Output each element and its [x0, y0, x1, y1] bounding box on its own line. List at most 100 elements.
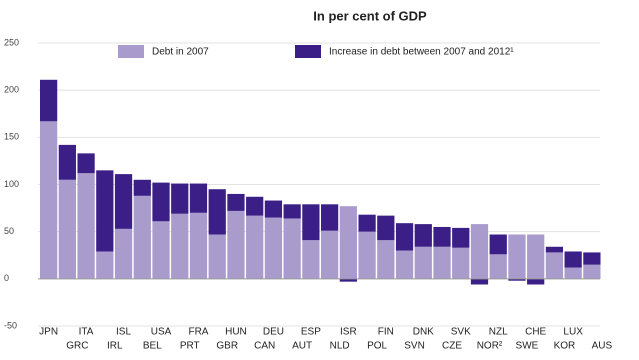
bar-segment: [264, 200, 283, 218]
bar-segment: [171, 213, 189, 279]
bar-segment: [395, 250, 414, 279]
bar-segment: [414, 224, 432, 247]
chart-title: In per cent of GDP: [313, 8, 427, 23]
y-tick-label: 250: [4, 37, 19, 47]
bar-segment: [114, 174, 133, 229]
x-tick-label: SVN: [404, 341, 425, 352]
y-tick-label: -50: [4, 320, 17, 330]
bar-segment: [583, 252, 601, 265]
x-tick-label: DEU: [263, 327, 284, 338]
bar-segment: [77, 153, 95, 174]
bar-segment: [489, 234, 507, 255]
x-tick-label: SWE: [516, 341, 539, 352]
y-tick-label: 50: [4, 226, 14, 236]
bar-segment: [433, 226, 451, 247]
bar-segment: [246, 196, 264, 216]
bar-segment: [40, 121, 58, 279]
x-tick-label: JPN: [39, 327, 58, 338]
x-tick-label: CHE: [525, 327, 546, 338]
x-tick-label: CZE: [442, 341, 462, 352]
y-tick-label: 100: [4, 179, 19, 189]
bar-segment: [358, 231, 376, 279]
x-tick-label: AUT: [292, 341, 312, 352]
bar-segment: [583, 264, 601, 279]
bar-segment: [470, 278, 489, 285]
bar-segment: [545, 252, 564, 279]
bar-segment: [40, 79, 58, 122]
bar-segment: [470, 224, 489, 279]
x-tick-label: ISR: [340, 327, 357, 338]
bar-segment: [414, 246, 432, 279]
bar-segment: [58, 144, 76, 180]
bar-segment: [452, 247, 470, 279]
bar-segment: [564, 267, 582, 279]
x-tick-label: GRC: [66, 341, 88, 352]
x-tick-label: POL: [367, 341, 387, 352]
bar-segment: [302, 240, 320, 279]
bar-segment: [433, 246, 451, 279]
bar-segment: [264, 217, 283, 279]
x-tick-label: IRL: [107, 341, 123, 352]
x-tick-label: SVK: [451, 327, 471, 338]
bar-segment: [508, 278, 526, 281]
bar-segment: [358, 214, 376, 232]
x-tick-label: BEL: [143, 341, 162, 352]
x-tick-label: FRA: [188, 327, 208, 338]
legend-label: Debt in 2007: [152, 47, 209, 58]
bar-segment: [339, 206, 357, 279]
bar-segment: [189, 183, 208, 213]
bar-segment: [227, 193, 245, 211]
x-tick-label: KOR: [554, 341, 576, 352]
x-tick-label: CAN: [254, 341, 275, 352]
bar-segment: [208, 189, 226, 235]
bar-segment: [452, 227, 470, 248]
bar-segment: [321, 230, 339, 279]
x-tick-label: PRT: [180, 341, 200, 352]
bar-segment: [302, 204, 320, 241]
bar-segment: [152, 182, 170, 222]
bar-segment: [395, 223, 414, 251]
bar-segment: [96, 170, 114, 252]
bar-segment: [77, 173, 95, 279]
x-tick-label: NZL: [489, 327, 508, 338]
x-tick-label: USA: [151, 327, 172, 338]
bar-segment: [321, 204, 339, 231]
legend-swatch: [118, 45, 144, 58]
bar-segment: [527, 234, 545, 279]
bar-segment: [58, 179, 76, 279]
bar-segment: [564, 251, 582, 268]
x-tick-label: NLD: [330, 341, 350, 352]
x-tick-label: GBR: [216, 341, 238, 352]
legend-swatch: [295, 45, 321, 58]
x-tick-label: ISL: [116, 327, 131, 338]
y-tick-label: 200: [4, 85, 19, 95]
y-tick-label: 0: [4, 273, 9, 283]
x-tick-label: DNK: [413, 327, 434, 338]
bar-segment: [152, 221, 170, 279]
bar-segment: [171, 183, 189, 214]
bar-segment: [246, 215, 264, 279]
bar-segment: [114, 228, 133, 279]
bar-segment: [545, 246, 564, 253]
bar-segment: [283, 204, 301, 219]
bar-segment: [133, 195, 151, 279]
x-tick-label: FIN: [378, 327, 394, 338]
bar-segment: [377, 240, 395, 279]
y-tick-label: 150: [4, 132, 19, 142]
bar-segment: [489, 254, 507, 279]
bar-segment: [339, 278, 357, 282]
bar-segment: [377, 215, 395, 241]
bar-segment: [96, 251, 114, 279]
bar-segment: [527, 278, 545, 285]
bar-segment: [208, 234, 226, 279]
bar-segment: [133, 179, 151, 196]
x-tick-label: NOR²: [477, 341, 503, 352]
x-tick-label: HUN: [225, 327, 247, 338]
bar-segment: [508, 234, 526, 279]
bar-segment: [227, 210, 245, 279]
x-tick-label: LUX: [563, 327, 583, 338]
x-tick-label: ESP: [301, 327, 321, 338]
x-tick-label: AUS: [592, 341, 613, 352]
bar-segment: [283, 218, 301, 279]
